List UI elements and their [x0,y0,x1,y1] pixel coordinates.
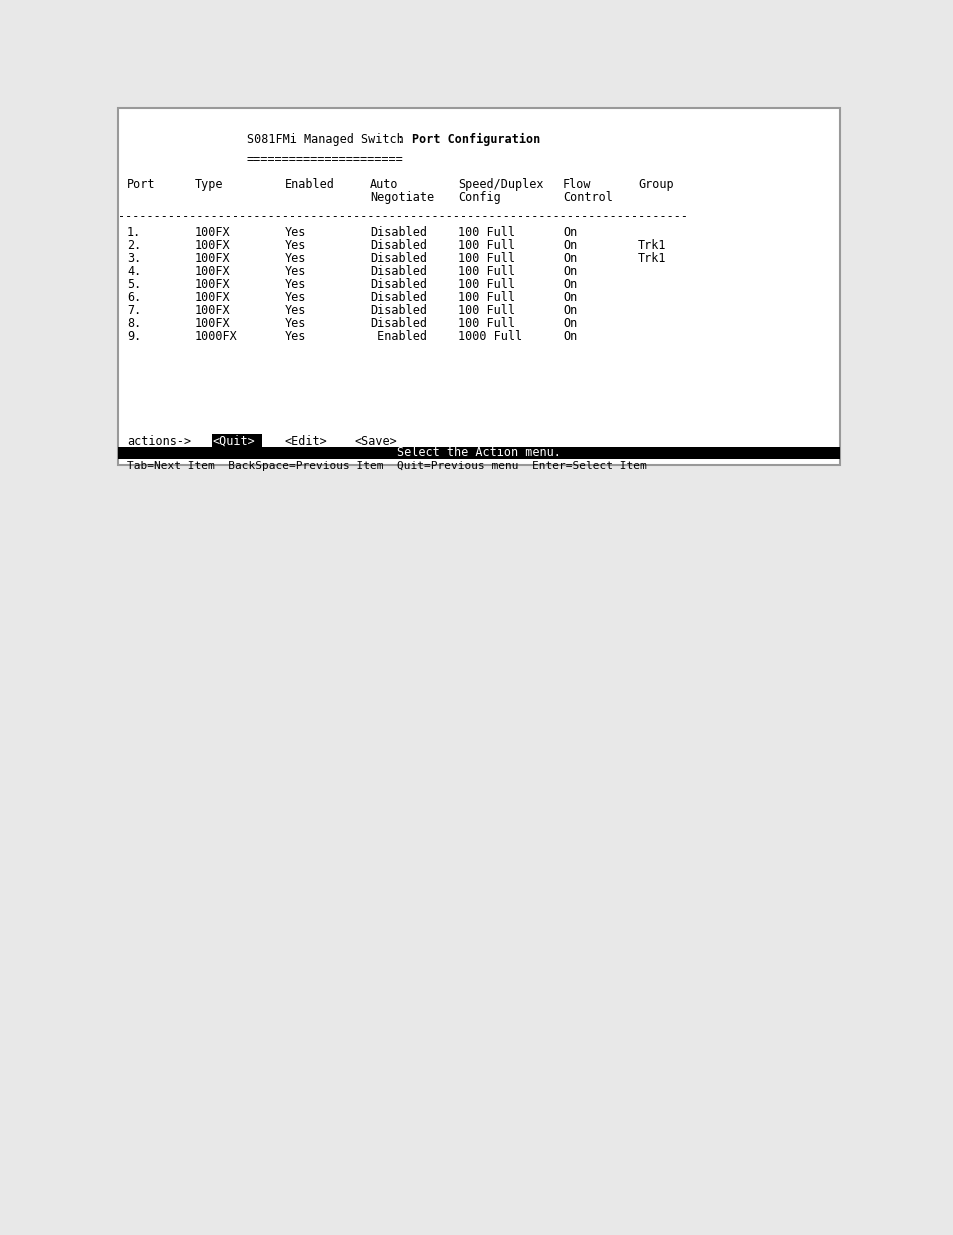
Text: 100FX: 100FX [194,252,231,266]
Text: Disabled: Disabled [370,252,427,266]
Text: Type: Type [194,178,223,191]
Text: 100FX: 100FX [194,240,231,252]
Text: 1.: 1. [127,226,141,240]
Text: Yes: Yes [285,278,306,291]
Text: Enabled: Enabled [285,178,335,191]
Text: Disabled: Disabled [370,226,427,240]
Text: Yes: Yes [285,291,306,304]
Text: Port Configuration: Port Configuration [412,133,539,146]
Text: Disabled: Disabled [370,317,427,330]
Text: 7.: 7. [127,304,141,317]
Text: 100 Full: 100 Full [457,266,515,278]
Text: Negotiate: Negotiate [370,191,434,204]
Text: 2.: 2. [127,240,141,252]
Text: 100FX: 100FX [194,278,231,291]
Text: 100 Full: 100 Full [457,317,515,330]
Text: On: On [562,226,577,240]
Text: S081FMi Managed Switch: S081FMi Managed Switch [247,133,403,146]
Text: Trk1: Trk1 [638,252,666,266]
Text: On: On [562,330,577,343]
Text: --------------------------------------------------------------------------------: ----------------------------------------… [118,210,687,224]
Text: Auto: Auto [370,178,398,191]
Text: 3.: 3. [127,252,141,266]
Text: :: : [390,133,411,146]
Text: 100 Full: 100 Full [457,304,515,317]
Text: 100 Full: 100 Full [457,240,515,252]
Text: ======================: ====================== [247,153,403,165]
Text: Yes: Yes [285,240,306,252]
Text: Yes: Yes [285,226,306,240]
Text: 1000FX: 1000FX [194,330,237,343]
Text: Select the Action menu.: Select the Action menu. [396,447,560,459]
Text: 8.: 8. [127,317,141,330]
Text: 100FX: 100FX [194,226,231,240]
Text: 100 Full: 100 Full [457,278,515,291]
Text: 100FX: 100FX [194,304,231,317]
Text: 5.: 5. [127,278,141,291]
Text: Enabled: Enabled [370,330,427,343]
Bar [118,447,840,459]
Text: 100FX: 100FX [194,266,231,278]
Text: Disabled: Disabled [370,291,427,304]
Text: Trk1: Trk1 [638,240,666,252]
Text: On: On [562,317,577,330]
Text: 9.: 9. [127,330,141,343]
Text: Disabled: Disabled [370,278,427,291]
Text: Disabled: Disabled [370,266,427,278]
Text: Config: Config [457,191,500,204]
Text: 100FX: 100FX [194,317,231,330]
Text: Disabled: Disabled [370,240,427,252]
Text: 100FX: 100FX [194,291,231,304]
Text: 4.: 4. [127,266,141,278]
Bar [212,433,262,447]
Text: Yes: Yes [285,266,306,278]
Text: actions->: actions-> [127,435,191,448]
Text: On: On [562,278,577,291]
Text: On: On [562,304,577,317]
Text: Yes: Yes [285,252,306,266]
Text: Port: Port [127,178,155,191]
Text: Disabled: Disabled [370,304,427,317]
Text: Group: Group [638,178,673,191]
Text: Yes: Yes [285,304,306,317]
Text: On: On [562,240,577,252]
Text: 100 Full: 100 Full [457,291,515,304]
Text: Yes: Yes [285,317,306,330]
Text: On: On [562,266,577,278]
Text: Yes: Yes [285,330,306,343]
Text: 1000 Full: 1000 Full [457,330,521,343]
Text: On: On [562,252,577,266]
Text: <Quit>: <Quit> [213,435,255,448]
Text: <Edit>: <Edit> [285,435,328,448]
Bar [118,107,840,466]
Text: <Save>: <Save> [355,435,397,448]
Text: 6.: 6. [127,291,141,304]
Text: 100 Full: 100 Full [457,226,515,240]
Text: On: On [562,291,577,304]
Text: Tab=Next Item  BackSpace=Previous Item  Quit=Previous menu  Enter=Select Item: Tab=Next Item BackSpace=Previous Item Qu… [127,461,646,471]
Text: Speed/Duplex: Speed/Duplex [457,178,543,191]
Text: Flow: Flow [562,178,591,191]
Text: 100 Full: 100 Full [457,252,515,266]
Text: Control: Control [562,191,612,204]
